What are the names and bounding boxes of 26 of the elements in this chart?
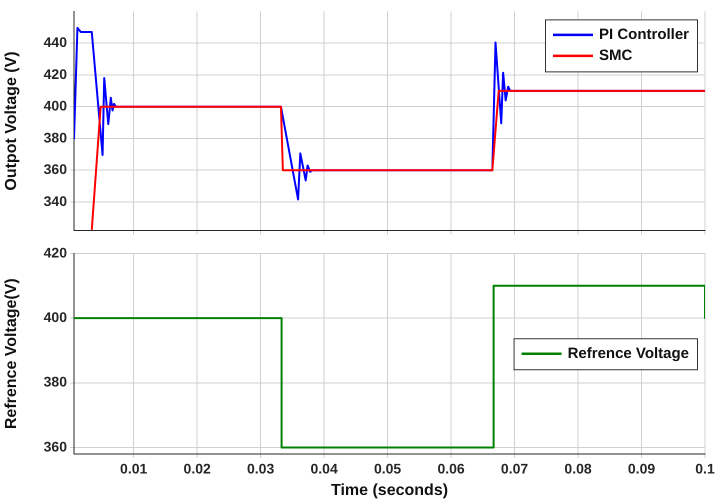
x-tick-label: 0.06 <box>437 460 465 476</box>
y-tick-label: 440 <box>44 34 68 50</box>
x-tick-label: 0.05 <box>374 460 402 476</box>
x-tick-label: 0.1 <box>695 460 715 476</box>
y-tick-label: 420 <box>44 244 68 260</box>
x-tick-label: 0.07 <box>500 460 528 476</box>
x-axis-title: Time (seconds) <box>330 482 448 499</box>
y-tick-label: 400 <box>44 98 68 114</box>
y-tick-label: 400 <box>44 308 68 325</box>
y-axis-title: Refrence Voltage(V) <box>3 278 20 430</box>
x-tick-label: 0.04 <box>310 460 338 476</box>
x-tick-label: 0.08 <box>564 460 592 476</box>
y-tick-label: 380 <box>44 129 68 146</box>
legend-label: SMC <box>598 47 632 64</box>
y-tick-label: 360 <box>44 438 68 454</box>
legend-label: Refrence Voltage <box>568 344 690 362</box>
y-tick-label: 360 <box>44 161 68 178</box>
x-tick-label: 0.09 <box>628 460 656 476</box>
legend-label: PI Controller <box>598 26 690 44</box>
y-tick-label: 340 <box>44 192 68 209</box>
x-tick-label: 0.01 <box>120 460 148 476</box>
x-tick-label: 0.03 <box>247 460 274 476</box>
y-tick-label: 420 <box>44 66 68 82</box>
y-axis-title: Outpot Voltage (V) <box>3 51 20 191</box>
y-tick-label: 380 <box>44 374 68 390</box>
x-tick-label: 0.02 <box>184 460 211 476</box>
